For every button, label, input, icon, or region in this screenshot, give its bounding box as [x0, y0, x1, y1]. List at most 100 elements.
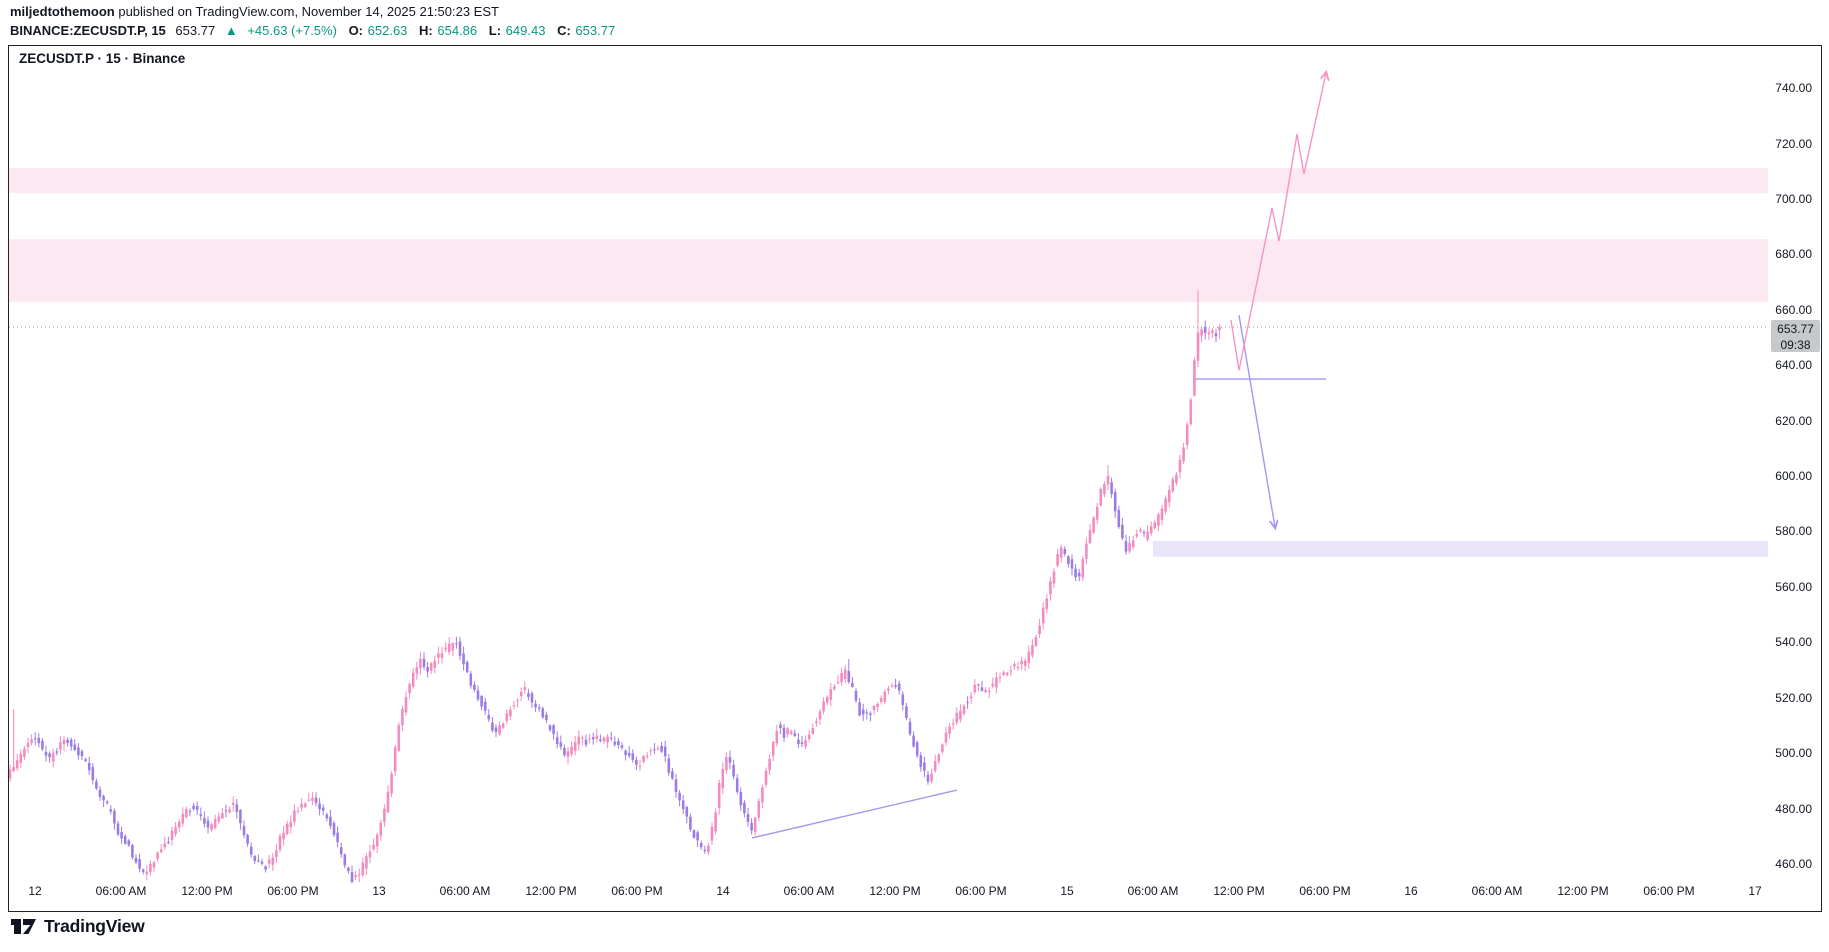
tradingview-wordmark: TradingView: [44, 916, 145, 936]
candle-body: [264, 866, 267, 870]
tradingview-logo[interactable]: TradingView: [10, 916, 145, 937]
candle-body: [365, 856, 368, 869]
candle-body: [185, 809, 188, 818]
change-arrow-icon: ▲: [224, 23, 238, 38]
candle-body: [1171, 479, 1175, 492]
candle-body: [69, 739, 73, 747]
candle-body: [595, 735, 599, 739]
candle-body: [703, 849, 707, 851]
projection-down-arrow[interactable]: [1238, 314, 1275, 527]
candle-body: [663, 746, 667, 757]
candle-body: [699, 843, 703, 848]
candle-body: [163, 843, 167, 848]
close-label: C:: [557, 23, 571, 38]
candle-body: [969, 696, 973, 699]
candle-body: [386, 791, 390, 813]
price-tick: 500.00: [1775, 746, 1812, 761]
candle-body: [138, 859, 141, 869]
candle-body: [1038, 625, 1041, 635]
candle-body: [811, 727, 815, 734]
publish-info-line: miljedtothemoon published on TradingView…: [10, 3, 615, 21]
price-tick: 640.00: [1775, 358, 1812, 373]
candle-body: [537, 707, 541, 709]
chart-plot-area[interactable]: [9, 46, 1769, 910]
candle-body: [836, 682, 840, 684]
candle-body: [1167, 489, 1171, 503]
candle-body: [739, 792, 743, 806]
zone-resistance-lower[interactable]: [9, 239, 1768, 303]
candle-body: [1095, 506, 1099, 520]
open-value: 652.63: [367, 23, 408, 38]
candle-body: [829, 689, 833, 700]
time-label: 06:00 PM: [955, 884, 1007, 898]
published-text: published on TradingView.com, November 1…: [118, 4, 499, 19]
candle-body: [577, 736, 581, 745]
time-label: 06:00 AM: [1127, 884, 1179, 898]
candle-body: [977, 684, 980, 686]
time-label: 14: [716, 884, 730, 898]
candle-body: [404, 697, 408, 713]
candle-body: [80, 751, 84, 757]
candle-body: [498, 725, 501, 735]
candle-body: [973, 684, 977, 693]
candle-body: [167, 842, 170, 844]
candle-body: [1056, 554, 1059, 566]
candle-body: [1070, 559, 1074, 569]
candle-body: [685, 806, 689, 817]
trendline-drawing[interactable]: [751, 789, 958, 839]
candle-body: [375, 834, 379, 847]
candle-body: [901, 694, 905, 705]
time-label: 16: [1404, 884, 1418, 898]
candle-body: [156, 852, 159, 859]
candle-body: [372, 844, 375, 850]
candle-body: [800, 742, 804, 744]
candle-body: [807, 734, 811, 740]
candle-body: [62, 739, 66, 745]
candle-body: [1124, 541, 1128, 552]
candle-body: [210, 824, 213, 830]
candle-body: [883, 691, 887, 702]
price-change: +45.63 (+7.5%): [247, 23, 337, 38]
candle-body: [116, 823, 120, 835]
candle-body: [761, 787, 764, 803]
open-label: O:: [348, 23, 364, 38]
candle-body: [66, 739, 69, 744]
candle-body: [73, 744, 77, 750]
symbol-name: BINANCE:ZECUSDT.P, 15: [10, 23, 166, 38]
candle-body: [239, 810, 242, 824]
candle-body: [1164, 498, 1167, 512]
candle-body: [804, 740, 807, 747]
candle-body: [822, 701, 825, 712]
candle-body: [1027, 651, 1031, 664]
candle-body: [55, 751, 59, 753]
candle-body: [573, 742, 577, 751]
candle-body: [987, 691, 991, 693]
candle-body: [336, 832, 339, 843]
zone-resistance-upper[interactable]: [9, 168, 1768, 194]
candle-body: [570, 746, 573, 755]
candle-body: [1088, 530, 1092, 544]
candle-body: [19, 753, 23, 763]
candle-body: [401, 708, 404, 726]
candle-body: [77, 747, 80, 756]
candle-body: [329, 816, 332, 826]
candle-body: [293, 810, 296, 822]
candle-body: [1034, 637, 1038, 646]
candle-body: [455, 643, 458, 645]
candle-body: [653, 749, 656, 751]
candle-body: [487, 715, 491, 720]
candle-body: [253, 856, 257, 862]
candle-body: [1063, 549, 1067, 554]
candle-body: [735, 778, 739, 792]
candle-body: [444, 647, 447, 650]
candle-body: [296, 810, 300, 812]
chart-legend-title[interactable]: ZECUSDT.P · 15 · Binance: [19, 51, 186, 66]
candle-body: [37, 737, 41, 744]
candle-body: [912, 735, 915, 747]
projection-up-arrow[interactable]: [1230, 73, 1326, 371]
candle-body: [1092, 517, 1095, 533]
candle-body: [1103, 484, 1106, 495]
zone-support[interactable]: [1153, 540, 1768, 557]
candle-body: [717, 782, 721, 809]
